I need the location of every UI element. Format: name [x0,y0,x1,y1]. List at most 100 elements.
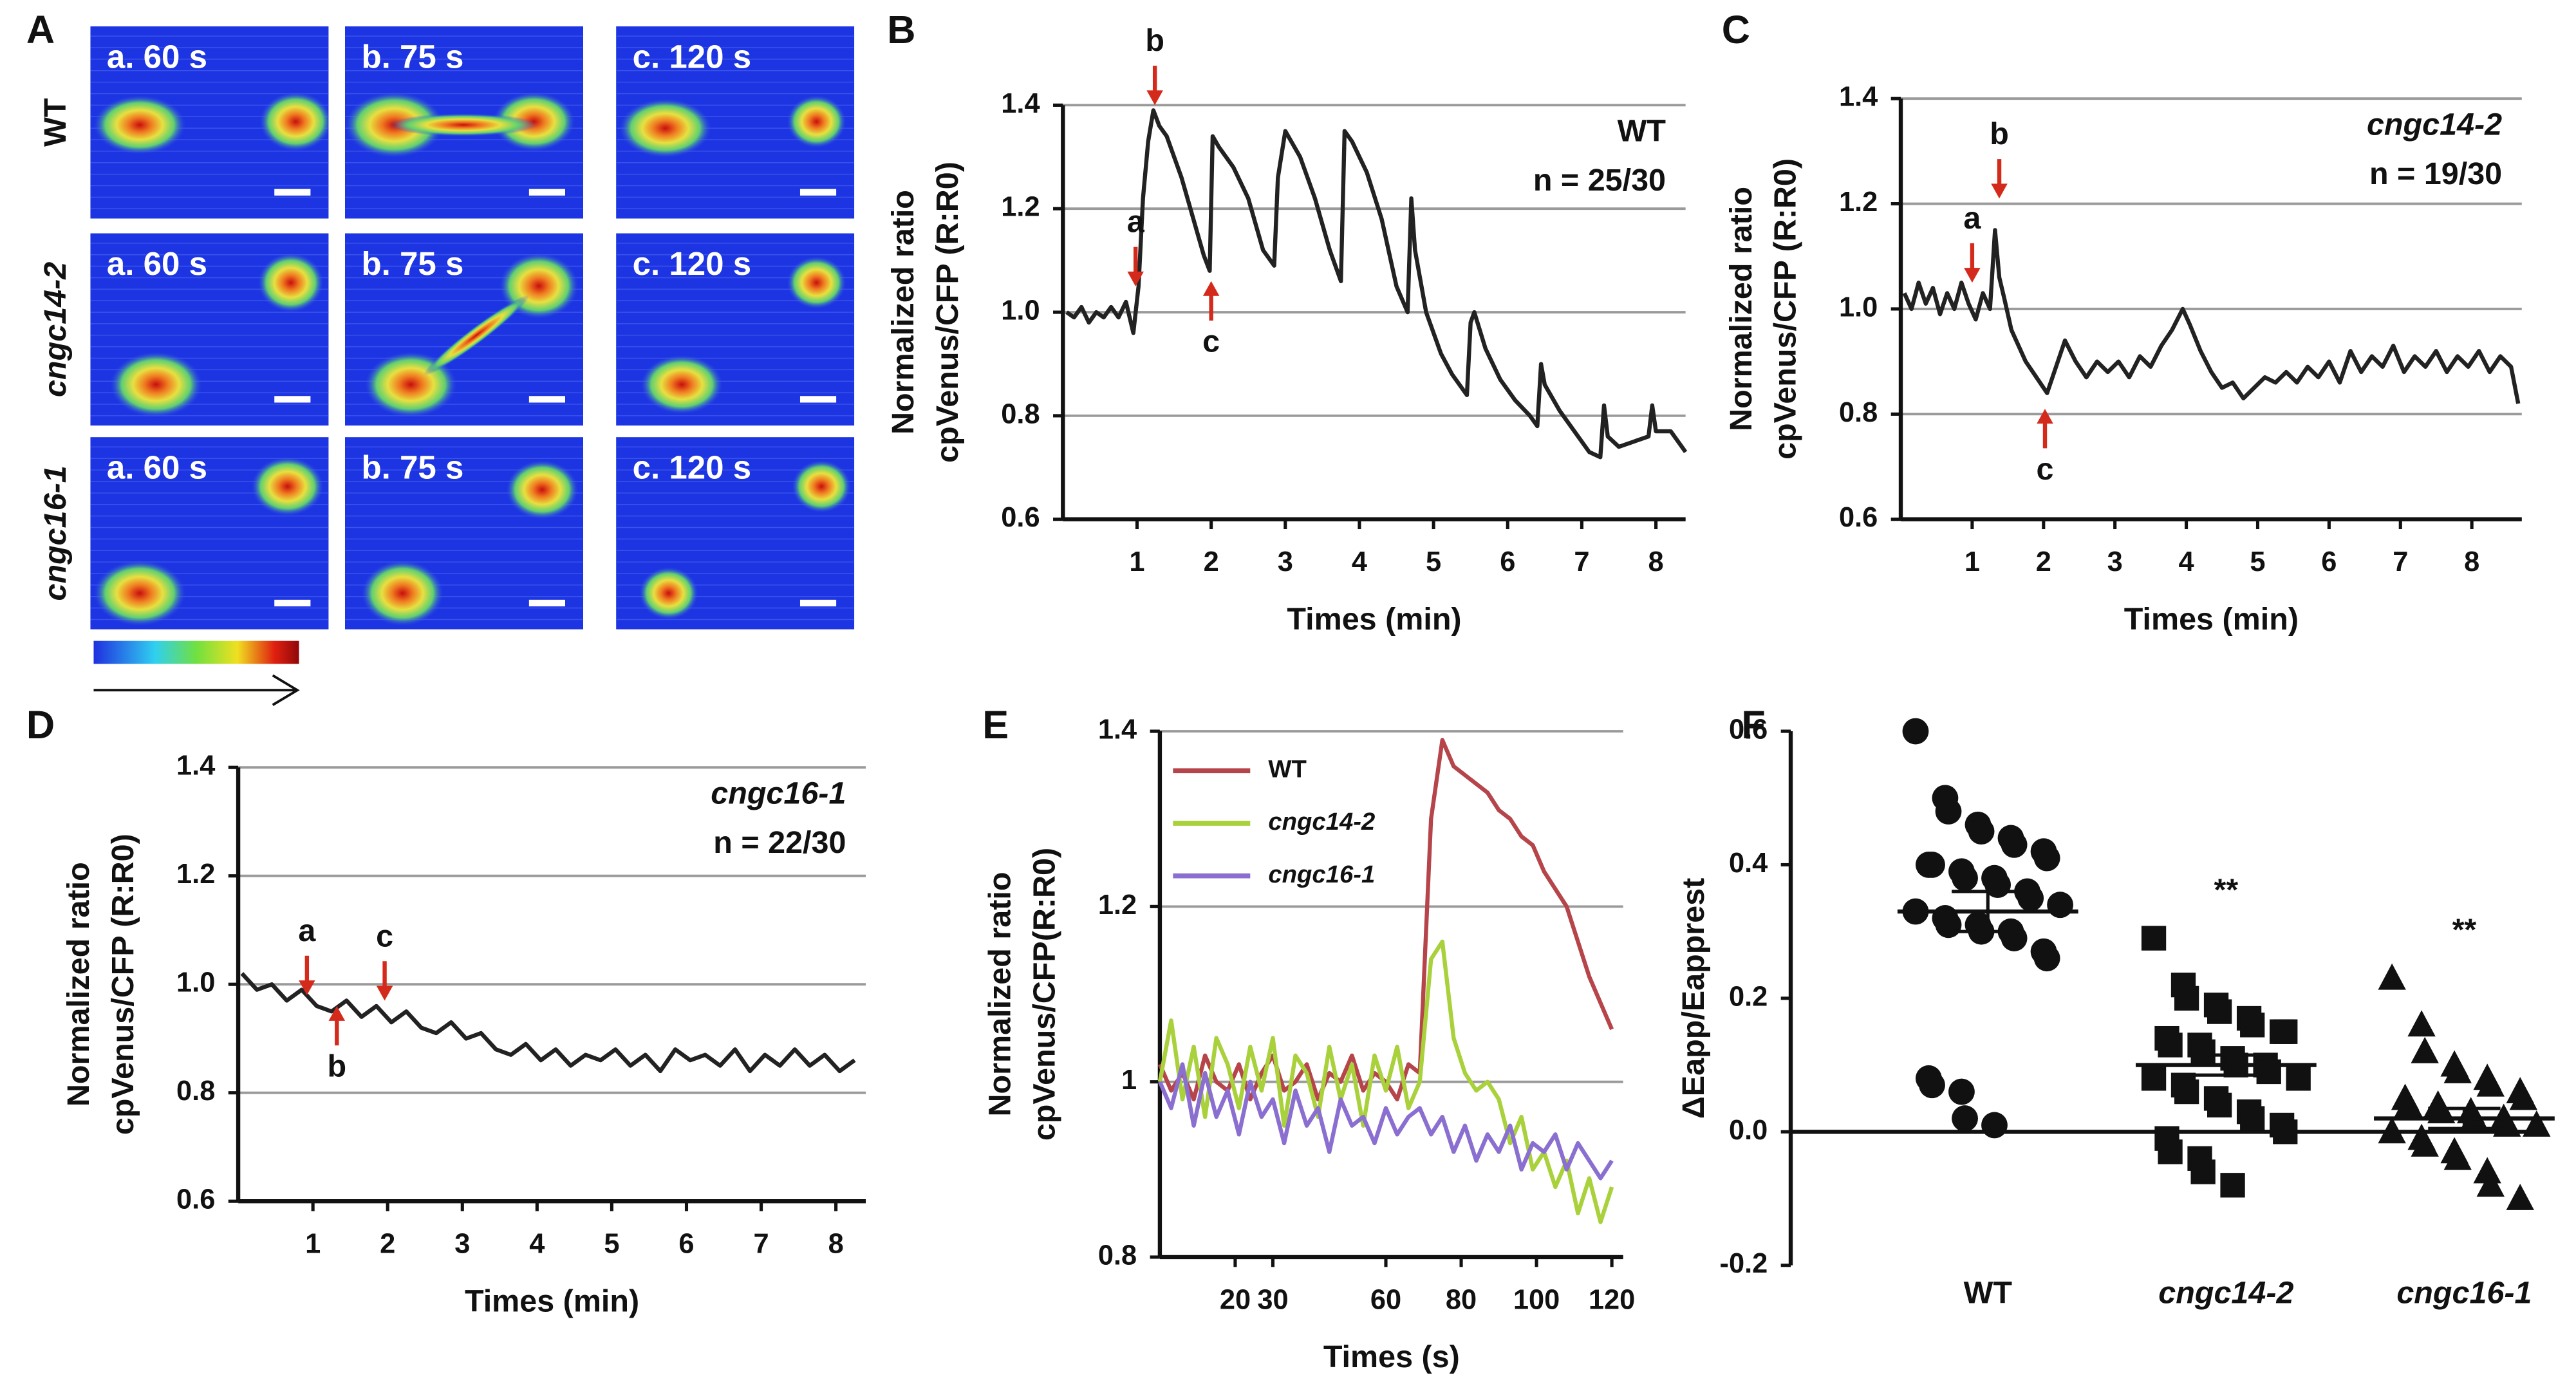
y-axis-label: cpVenus/CFP (R:R0) [1768,158,1803,460]
micrograph: a. 60 s [90,437,329,630]
frame-label: b. 75 s [362,38,464,75]
data-point [2033,845,2060,872]
data-line [1065,108,1688,460]
cell-signal [506,460,579,519]
data-point [2394,1090,2423,1117]
data-point [1952,1105,1978,1132]
y-axis-label: cpVenus/CFP(R:R0) [1027,848,1062,1141]
x-tick-label: 3 [2107,546,2123,577]
data-point [1919,852,1945,878]
micrograph: b. 75 s [344,233,584,426]
annotation-label: c [2037,452,2054,487]
legend-label: cngc16-1 [1268,861,1375,888]
y-tick-label: 1.2 [1839,187,1878,218]
y-tick-label: 1.4 [176,751,215,781]
x-tick-label: 2 [380,1229,395,1260]
x-axis-label: Times (min) [465,1284,639,1318]
data-point [1981,1112,2008,1139]
y-tick-label: 1.2 [176,859,215,890]
data-point [2047,892,2073,919]
y-tick-label: 1.0 [1839,292,1878,322]
data-point [2476,1070,2505,1097]
x-tick-label: 5 [604,1229,619,1260]
x-tick-label: 7 [1574,546,1589,577]
color-bar [93,640,299,664]
data-point [2476,1170,2505,1197]
data-point [2001,925,2028,951]
data-point [2207,1092,2232,1117]
x-tick-label: 3 [454,1229,470,1260]
intensity-arrow-head [272,674,300,706]
x-tick-label: 30 [1257,1284,1288,1315]
x-axis-label: Times (min) [1287,602,1461,637]
data-line [240,972,856,1074]
data-line [1157,738,1614,1102]
y-axis-label: cpVenus/CFP (R:R0) [930,162,965,463]
data-point [2017,884,2044,911]
cell-signal [787,95,846,148]
significance-label: ** [2214,873,2238,908]
data-point [2506,1184,2534,1210]
scale-bar [799,599,837,607]
data-point [2523,1110,2551,1137]
annotation-label: b [1145,23,1164,58]
data-point [2509,1083,2538,1110]
annotation-label: b [327,1049,346,1084]
annotation-label: a [298,913,316,948]
x-tick-label: 8 [828,1229,844,1260]
data-point [2411,1036,2439,1063]
y-tick-label: 0.6 [1839,502,1878,533]
data-point [2240,1106,2265,1131]
cell-signal [640,355,723,415]
y-tick-label: 0.8 [1001,398,1040,429]
x-tick-label: 100 [1513,1284,1560,1315]
x-tick-label: 2 [1204,546,1219,577]
micrograph: c. 120 s [616,437,855,630]
y-tick-label: 1.4 [1001,88,1040,119]
data-point [1968,818,1995,845]
y-tick-label: 0.8 [176,1076,215,1107]
x-tick-label: 8 [2464,546,2479,577]
frame-label: a. 60 s [107,449,207,486]
data-point [2141,1066,2167,1091]
data-point [2001,831,2028,858]
x-tick-label: 7 [754,1229,769,1260]
cell-signal [257,253,324,313]
scale-bar [528,396,565,403]
y-tick-label: 0.2 [1729,981,1768,1012]
data-point [2407,1010,2436,1037]
y-axis-label: Normalized ratio [886,190,920,434]
annotation-label: a [1963,201,1981,236]
sample-count: n = 25/30 [1533,163,1666,198]
y-axis-label: Normalized ratio [61,862,96,1107]
data-point [1948,1078,1975,1105]
data-point [2190,1159,2216,1184]
annotation-arrow-head [328,1005,346,1021]
y-tick-label: 1.2 [1098,890,1137,920]
annotation-arrow-head [1202,281,1220,296]
x-tick-label: 5 [2250,546,2265,577]
category-label: cngc14-2 [2158,1276,2293,1311]
scale-bar [274,189,311,196]
data-point [2158,1139,2183,1164]
micrograph: c. 120 s [616,233,855,426]
data-point [1952,864,1978,892]
sample-count: n = 22/30 [713,825,846,860]
data-point [2207,999,2232,1024]
scale-bar [528,599,565,607]
frame-label: a. 60 s [107,245,207,282]
annotation-label: c [376,919,393,953]
panel-letter: D [26,703,55,747]
y-tick-label: 1.0 [1001,295,1040,326]
scale-bar [528,189,565,196]
frame-label: c. 120 s [633,449,751,486]
cell-signal [251,456,324,516]
data-point [2443,1057,2472,1083]
y-tick-label: 0.8 [1839,397,1878,428]
category-label: cngc16-1 [2396,1276,2532,1311]
x-tick-label: 4 [1352,546,1367,577]
data-point [1935,798,1962,825]
row-label: cngc14-2 [38,262,73,397]
data-point [2378,1117,2406,1144]
